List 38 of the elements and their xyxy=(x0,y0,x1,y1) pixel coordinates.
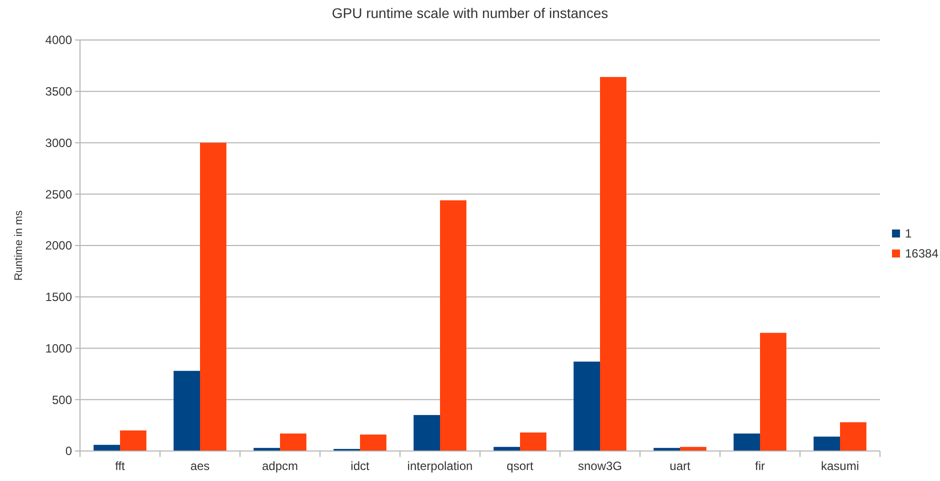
x-tick-label: snow3G xyxy=(578,459,622,473)
bar xyxy=(600,76,626,451)
legend-label: 1 xyxy=(905,226,912,241)
x-tick-label: interpolation xyxy=(407,459,473,473)
bar xyxy=(440,200,466,451)
x-tick-label: fft xyxy=(115,459,126,473)
bar xyxy=(120,430,146,451)
x-tick-label: fir xyxy=(755,459,765,473)
chart-title: GPU runtime scale with number of instances xyxy=(332,5,608,21)
bar xyxy=(414,415,440,451)
bar xyxy=(200,142,226,451)
y-tick-label: 3000 xyxy=(45,136,72,150)
y-tick-label: 0 xyxy=(65,444,72,458)
x-tick-label: aes xyxy=(190,459,210,473)
x-tick-label: adpcm xyxy=(262,459,298,473)
legend-label: 16384 xyxy=(905,246,939,261)
y-tick-label: 1500 xyxy=(45,290,72,304)
y-tick-label: 2000 xyxy=(45,238,72,253)
y-tick-label: 500 xyxy=(52,392,72,407)
y-tick-label: 2500 xyxy=(45,187,72,202)
bar xyxy=(734,434,760,451)
bar xyxy=(94,444,120,451)
bar xyxy=(840,422,866,451)
x-tick-label: kasumi xyxy=(820,459,860,473)
y-tick-label: 1000 xyxy=(45,341,72,356)
x-tick-label: idct xyxy=(350,459,370,473)
bar xyxy=(574,362,600,451)
x-tick-label: qsort xyxy=(506,459,534,473)
bar xyxy=(174,370,200,451)
x-tick-label: uart xyxy=(670,459,691,473)
y-tick-label: 3500 xyxy=(45,84,72,99)
y-tick-label: 4000 xyxy=(45,33,72,48)
bar xyxy=(280,434,306,451)
bar xyxy=(760,332,786,451)
bar xyxy=(360,434,386,451)
bar xyxy=(814,436,840,451)
bar xyxy=(520,432,546,451)
y-axis-title: Runtime in ms xyxy=(13,210,25,281)
